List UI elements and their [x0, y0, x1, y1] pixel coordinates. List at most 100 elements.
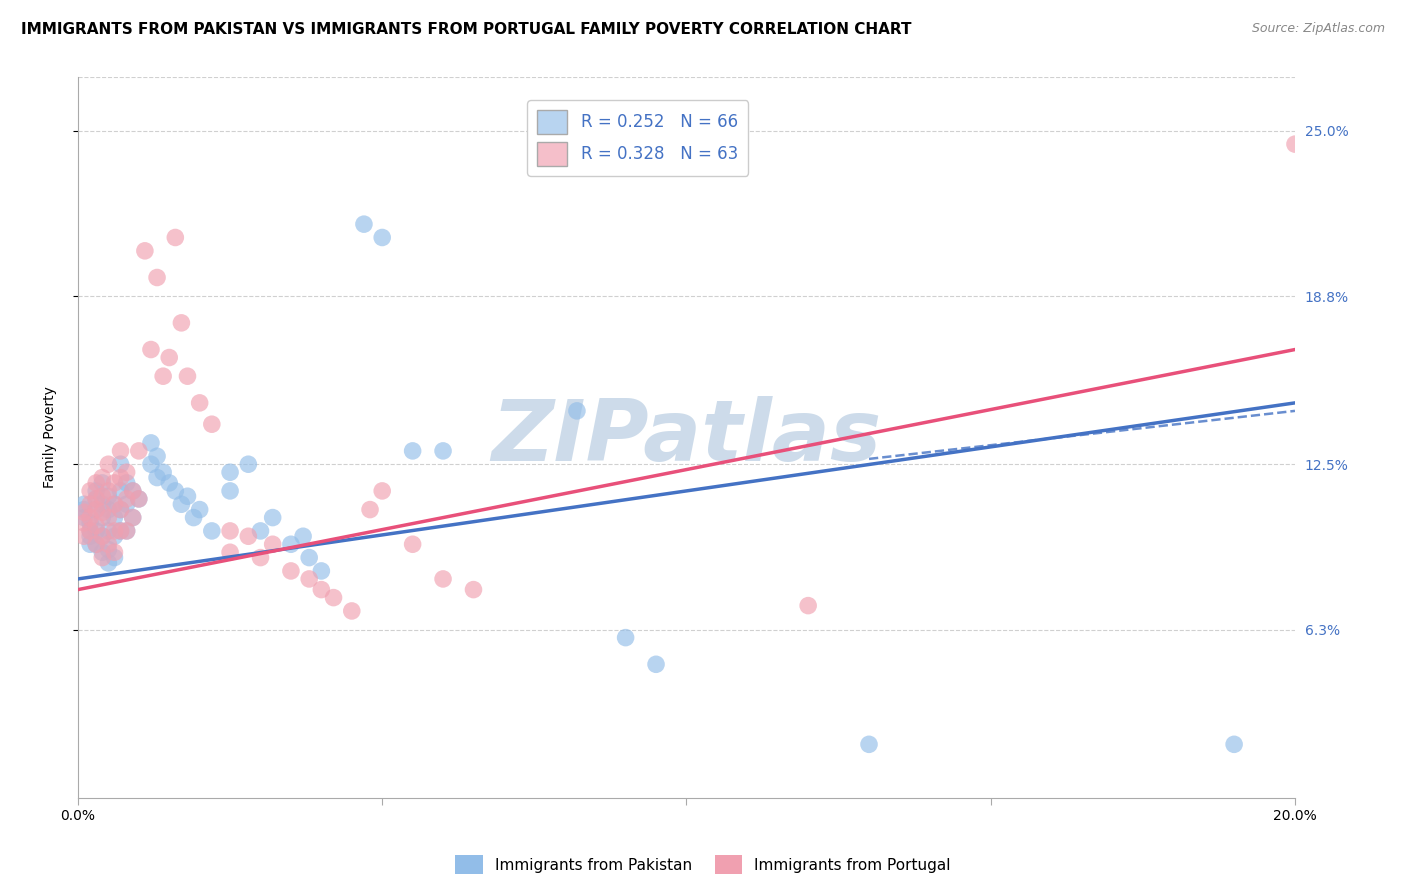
- Point: [121, 510, 143, 524]
- Point: [110, 502, 132, 516]
- Point: [84, 537, 107, 551]
- Point: [152, 369, 174, 384]
- Point: [401, 537, 423, 551]
- Point: [110, 483, 132, 498]
- Point: [201, 524, 224, 538]
- Point: [73, 502, 96, 516]
- Point: [176, 369, 198, 384]
- Point: [165, 230, 187, 244]
- Point: [115, 475, 138, 490]
- Point: [91, 505, 114, 519]
- Point: [188, 396, 211, 410]
- Point: [146, 270, 169, 285]
- Point: [219, 524, 242, 538]
- Point: [219, 465, 242, 479]
- Point: [858, 737, 880, 751]
- Point: [249, 524, 271, 538]
- Text: IMMIGRANTS FROM PAKISTAN VS IMMIGRANTS FROM PORTUGAL FAMILY POVERTY CORRELATION : IMMIGRANTS FROM PAKISTAN VS IMMIGRANTS F…: [21, 22, 911, 37]
- Point: [249, 550, 271, 565]
- Point: [219, 545, 242, 559]
- Point: [97, 457, 120, 471]
- Point: [84, 475, 107, 490]
- Legend: Immigrants from Pakistan, Immigrants from Portugal: Immigrants from Pakistan, Immigrants fro…: [449, 849, 957, 880]
- Point: [97, 510, 120, 524]
- Point: [97, 489, 120, 503]
- Point: [84, 537, 107, 551]
- Point: [183, 510, 205, 524]
- Point: [73, 505, 96, 519]
- Point: [614, 631, 637, 645]
- Point: [79, 510, 101, 524]
- Point: [91, 545, 114, 559]
- Point: [292, 529, 315, 543]
- Point: [121, 510, 143, 524]
- Point: [84, 502, 107, 516]
- Point: [103, 497, 125, 511]
- Point: [645, 657, 668, 672]
- Point: [139, 457, 162, 471]
- Point: [97, 542, 120, 557]
- Point: [311, 582, 333, 597]
- Point: [79, 483, 101, 498]
- Point: [797, 599, 820, 613]
- Point: [115, 524, 138, 538]
- Point: [97, 537, 120, 551]
- Y-axis label: Family Poverty: Family Poverty: [44, 386, 58, 489]
- Point: [115, 524, 138, 538]
- Point: [73, 516, 96, 530]
- Point: [115, 491, 138, 506]
- Point: [103, 545, 125, 559]
- Point: [139, 436, 162, 450]
- Point: [128, 443, 150, 458]
- Point: [84, 491, 107, 506]
- Point: [176, 489, 198, 503]
- Text: ZIPatlas: ZIPatlas: [491, 396, 882, 479]
- Point: [201, 417, 224, 432]
- Point: [340, 604, 363, 618]
- Point: [103, 497, 125, 511]
- Point: [157, 475, 180, 490]
- Point: [146, 449, 169, 463]
- Point: [84, 483, 107, 498]
- Point: [91, 529, 114, 543]
- Point: [262, 537, 284, 551]
- Point: [97, 524, 120, 538]
- Point: [219, 483, 242, 498]
- Point: [463, 582, 485, 597]
- Legend: R = 0.252   N = 66, R = 0.328   N = 63: R = 0.252 N = 66, R = 0.328 N = 63: [527, 100, 748, 176]
- Point: [73, 529, 96, 543]
- Point: [371, 230, 394, 244]
- Point: [84, 518, 107, 533]
- Point: [298, 550, 321, 565]
- Point: [110, 457, 132, 471]
- Point: [84, 491, 107, 506]
- Point: [128, 491, 150, 506]
- Point: [262, 510, 284, 524]
- Point: [152, 465, 174, 479]
- Point: [298, 572, 321, 586]
- Point: [170, 497, 193, 511]
- Point: [311, 564, 333, 578]
- Point: [146, 470, 169, 484]
- Point: [110, 524, 132, 538]
- Point: [359, 502, 381, 516]
- Point: [103, 550, 125, 565]
- Point: [401, 443, 423, 458]
- Point: [103, 529, 125, 543]
- Point: [91, 529, 114, 543]
- Point: [134, 244, 156, 258]
- Point: [110, 470, 132, 484]
- Point: [188, 502, 211, 516]
- Point: [170, 316, 193, 330]
- Point: [371, 483, 394, 498]
- Point: [121, 483, 143, 498]
- Point: [79, 516, 101, 530]
- Point: [115, 497, 138, 511]
- Point: [103, 475, 125, 490]
- Point: [79, 497, 101, 511]
- Point: [121, 483, 143, 498]
- Point: [128, 491, 150, 506]
- Point: [322, 591, 344, 605]
- Point: [432, 443, 454, 458]
- Point: [353, 217, 375, 231]
